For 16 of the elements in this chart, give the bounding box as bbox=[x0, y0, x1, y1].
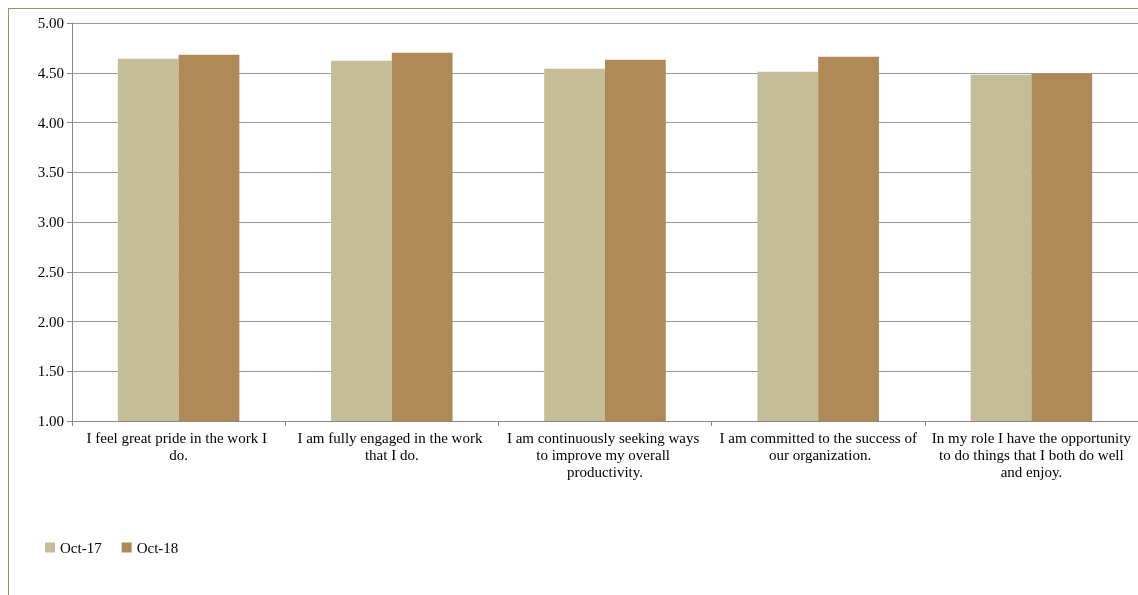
x-tick-label: I am continuously seeking ways to improve my overall productivity. bbox=[506, 429, 704, 480]
y-tick-label: 1.00 bbox=[37, 413, 64, 429]
y-tick-label: 3.50 bbox=[37, 164, 64, 181]
x-tick-label: In my role I have the opportunity to do things that I both do well and enjoy. bbox=[931, 429, 1132, 480]
legend-label: Oct-17 bbox=[60, 539, 103, 556]
y-tick-label: 2.50 bbox=[37, 263, 64, 280]
x-tick-label: I feel great pride in the work I do. bbox=[86, 429, 271, 463]
y-tick-label: 4.00 bbox=[37, 114, 64, 131]
y-tick-label: 2.00 bbox=[37, 313, 64, 330]
legend-label: Oct-18 bbox=[136, 539, 179, 556]
y-tick-label: 3.00 bbox=[37, 214, 64, 230]
y-tick-label: 5.00 bbox=[37, 15, 64, 31]
x-tick-label: I am committed to the success of our organization. bbox=[719, 429, 917, 463]
y-tick-label: 4.50 bbox=[37, 64, 64, 81]
y-tick-label: 1.50 bbox=[37, 363, 64, 380]
x-tick-label: I am fully engaged in the work that I do. bbox=[297, 429, 487, 463]
